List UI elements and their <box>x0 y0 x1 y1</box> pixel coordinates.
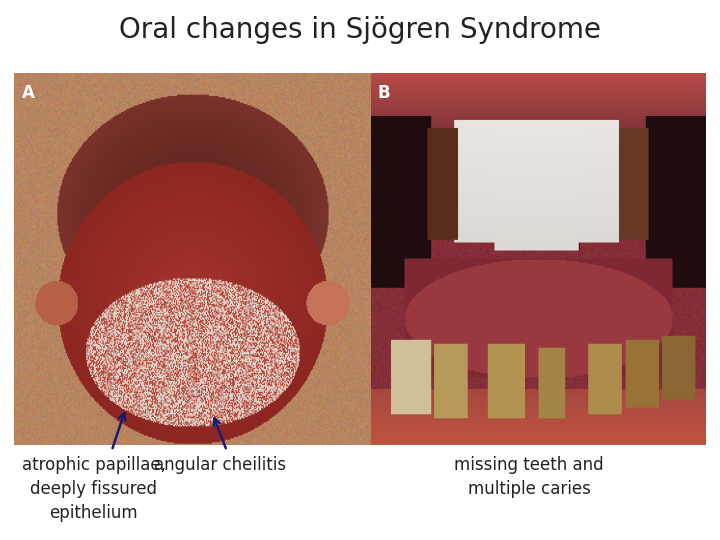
Text: Oral changes in Sjögren Syndrome: Oral changes in Sjögren Syndrome <box>119 16 601 44</box>
Text: atrophic papillae,
deeply fissured
epithelium: atrophic papillae, deeply fissured epith… <box>22 456 166 522</box>
Text: angular cheilitis: angular cheilitis <box>153 456 286 474</box>
Text: missing teeth and
multiple caries: missing teeth and multiple caries <box>454 456 604 498</box>
Text: A: A <box>22 84 35 102</box>
Text: B: B <box>377 84 390 102</box>
